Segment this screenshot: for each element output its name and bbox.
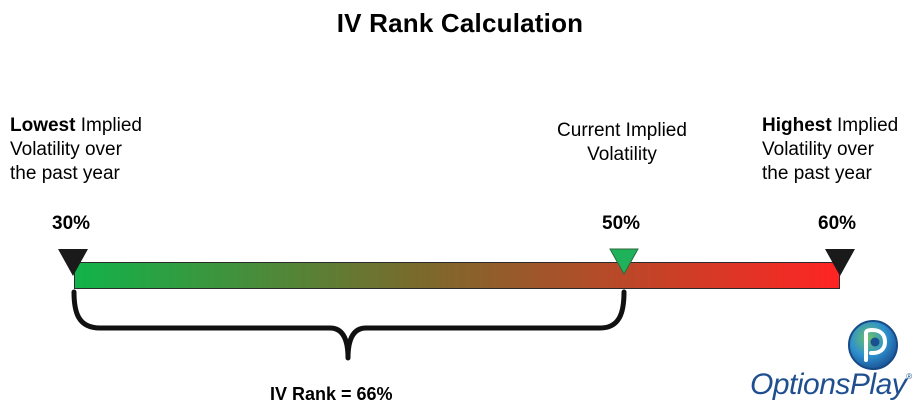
- lowest-line2: Volatility over: [10, 139, 122, 160]
- lowest-marker: [58, 249, 88, 276]
- highest-description: Highest Implied Volatility over the past…: [762, 114, 920, 186]
- lowest-line1-rest: Implied: [75, 115, 142, 136]
- volatility-gradient-bar: [74, 262, 840, 289]
- brand-registered-mark: ®: [906, 372, 912, 381]
- highest-marker: [825, 249, 855, 276]
- lowest-value: 30%: [52, 213, 91, 234]
- diagram-title: IV Rank Calculation: [336, 8, 584, 38]
- highest-value: 60%: [818, 213, 857, 234]
- current-marker: [609, 248, 639, 276]
- highest-line1-rest: Implied: [831, 115, 899, 136]
- brand-name: OptionsPlay: [750, 368, 907, 401]
- lowest-line3: the past year: [10, 163, 120, 184]
- iv-rank-bracket: [71, 289, 627, 361]
- highest-line3: the past year: [762, 163, 872, 184]
- current-line2: Volatility: [587, 144, 657, 165]
- highest-emphasis: Highest: [762, 115, 832, 136]
- current-line1: Current Implied: [557, 120, 687, 141]
- lowest-description: Lowest Implied Volatility over the past …: [10, 114, 210, 186]
- highest-line2: Volatility over: [762, 139, 874, 160]
- current-description: Current Implied Volatility: [532, 119, 712, 167]
- current-value: 50%: [602, 213, 641, 234]
- iv-rank-label: IV Rank = 66%: [270, 384, 393, 404]
- brand-wordmark: OptionsPlay®: [750, 368, 912, 402]
- optionsplay-logo-icon: [848, 320, 898, 370]
- lowest-emphasis: Lowest: [10, 115, 76, 136]
